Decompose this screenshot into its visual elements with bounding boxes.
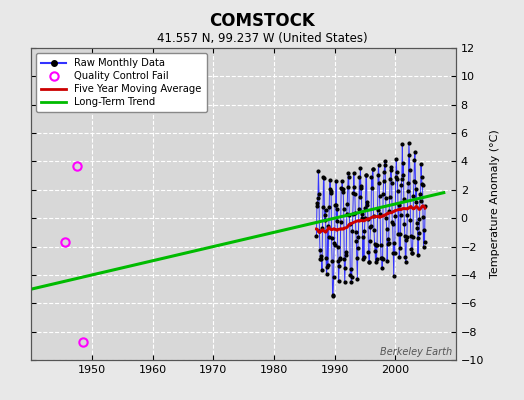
- Text: COMSTOCK: COMSTOCK: [209, 12, 315, 30]
- Y-axis label: Temperature Anomaly (°C): Temperature Anomaly (°C): [489, 130, 500, 278]
- Legend: Raw Monthly Data, Quality Control Fail, Five Year Moving Average, Long-Term Tren: Raw Monthly Data, Quality Control Fail, …: [37, 53, 207, 112]
- Text: Berkeley Earth: Berkeley Earth: [379, 347, 452, 357]
- Text: 41.557 N, 99.237 W (United States): 41.557 N, 99.237 W (United States): [157, 32, 367, 45]
